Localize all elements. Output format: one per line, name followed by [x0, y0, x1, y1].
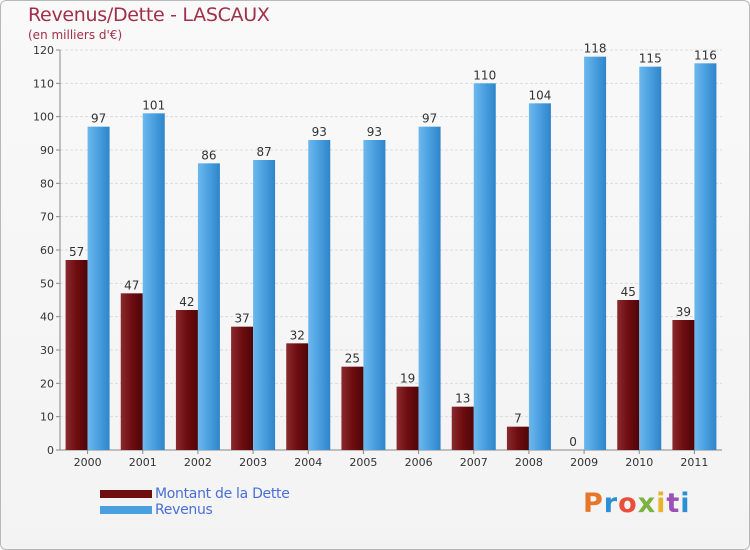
legend-label-debt: Montant de la Dette — [155, 486, 290, 502]
bar-revenus — [639, 66, 662, 451]
bar-revenus — [308, 140, 331, 450]
legend-swatch-revenus — [100, 506, 152, 514]
bar-revenus — [197, 163, 220, 451]
proxiti-logo: Proxiti — [583, 488, 691, 519]
bar-revenus — [528, 103, 551, 450]
y-tick-label: 40 — [40, 311, 54, 324]
bar-debt — [286, 343, 309, 450]
chart-title: Revenus/Dette - LASCAUX — [28, 4, 270, 26]
data-label-debt: 42 — [179, 295, 194, 309]
data-label-debt: 25 — [345, 352, 360, 366]
legend-label-revenus: Revenus — [155, 502, 213, 518]
bar-debt — [396, 386, 419, 450]
data-label-debt: 13 — [455, 392, 470, 406]
data-label-revenus: 87 — [256, 145, 271, 159]
logo-letter: o — [618, 488, 638, 519]
data-label-debt: 39 — [676, 305, 691, 319]
data-label-revenus: 86 — [201, 148, 216, 162]
data-label-revenus: 104 — [528, 88, 551, 102]
logo-letter: t — [666, 488, 681, 519]
x-tick-label: 2005 — [349, 456, 377, 469]
y-tick-label: 60 — [40, 244, 54, 257]
y-tick-label: 50 — [40, 277, 54, 290]
data-label-revenus: 93 — [312, 125, 327, 139]
data-label-debt: 37 — [234, 312, 249, 326]
data-label-revenus: 116 — [694, 48, 717, 62]
data-label-revenus: 93 — [367, 125, 382, 139]
x-tick-label: 2000 — [74, 456, 102, 469]
bar-revenus — [584, 56, 607, 451]
x-tick-label: 2011 — [680, 456, 708, 469]
logo-letter: i — [680, 488, 691, 519]
bar-revenus — [87, 126, 110, 451]
logo-letter: P — [583, 488, 604, 519]
logo-letter: x — [637, 488, 657, 519]
data-label-debt: 0 — [569, 435, 577, 449]
bar-revenus — [694, 63, 717, 450]
bar-revenus — [142, 113, 165, 450]
x-tick-label: 2003 — [239, 456, 267, 469]
x-tick-label: 2009 — [570, 456, 598, 469]
x-tick-label: 2002 — [184, 456, 212, 469]
x-tick-label: 2004 — [294, 456, 322, 469]
x-tick-label: 2006 — [405, 456, 433, 469]
data-label-debt: 57 — [69, 245, 84, 259]
bar-revenus — [253, 160, 276, 450]
data-label-debt: 45 — [621, 285, 636, 299]
legend-swatch-debt — [100, 490, 152, 498]
bar-debt — [231, 326, 254, 450]
bar-debt — [617, 300, 640, 450]
data-label-revenus: 97 — [422, 112, 437, 126]
bar-debt — [451, 406, 474, 450]
bar-debt — [341, 366, 364, 450]
chart-subtitle: (en milliers d'€) — [28, 28, 123, 42]
bar-debt — [175, 310, 198, 450]
y-tick-label: 90 — [40, 144, 54, 157]
y-tick-label: 110 — [33, 77, 54, 90]
data-label-revenus: 110 — [473, 68, 496, 82]
x-tick-label: 2010 — [625, 456, 653, 469]
y-tick-label: 80 — [40, 177, 54, 190]
data-label-revenus: 118 — [584, 42, 607, 56]
bar-debt — [506, 426, 529, 450]
bar-revenus — [363, 140, 386, 450]
logo-letter: i — [656, 488, 667, 519]
x-tick-label: 2007 — [460, 456, 488, 469]
data-label-revenus: 101 — [142, 98, 165, 112]
data-label-debt: 19 — [400, 372, 415, 386]
bar-debt — [65, 260, 88, 450]
x-tick-label: 2001 — [129, 456, 157, 469]
data-label-debt: 7 — [514, 412, 522, 426]
x-tick-label: 2008 — [515, 456, 543, 469]
y-tick-label: 100 — [33, 111, 54, 124]
bar-debt — [120, 293, 143, 450]
bar-debt — [672, 320, 695, 450]
bar-revenus — [473, 83, 496, 450]
y-tick-label: 30 — [40, 344, 54, 357]
y-tick-label: 20 — [40, 377, 54, 390]
y-tick-label: 70 — [40, 211, 54, 224]
data-label-debt: 32 — [290, 328, 305, 342]
y-tick-label: 120 — [33, 44, 54, 57]
y-tick-label: 10 — [40, 411, 54, 424]
y-tick-label: 0 — [47, 444, 54, 457]
data-label-revenus: 115 — [639, 52, 662, 66]
logo-letter: r — [603, 488, 619, 519]
data-label-debt: 47 — [124, 278, 139, 292]
bar-revenus — [418, 126, 441, 451]
data-label-revenus: 97 — [91, 112, 106, 126]
